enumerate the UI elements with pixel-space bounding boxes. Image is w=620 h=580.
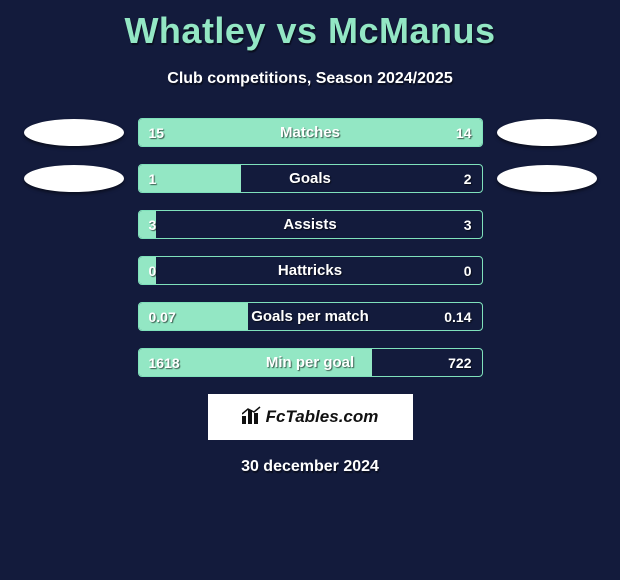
brand-box: FcTables.com (208, 394, 413, 440)
badge-spacer (497, 303, 597, 330)
stat-row: 00Hattricks (10, 256, 610, 285)
date-line: 30 december 2024 (0, 458, 620, 476)
player-right-badge (497, 119, 597, 146)
player-left-badge (24, 119, 124, 146)
badge-spacer (24, 257, 124, 284)
comparison-chart: 1514Matches 12Goals 33Assists 00Hattricks 0.… (0, 118, 620, 377)
badge-spacer (24, 349, 124, 376)
stat-row: 0.070.14Goals per match (10, 302, 610, 331)
stat-label: Goals (139, 165, 482, 192)
stat-label: Min per goal (139, 349, 482, 376)
chart-bars-icon (242, 406, 262, 429)
subtitle: Club competitions, Season 2024/2025 (0, 70, 620, 88)
stat-label: Assists (139, 211, 482, 238)
stat-bar: 0.070.14Goals per match (138, 302, 483, 331)
stat-row: 1514Matches (10, 118, 610, 147)
stat-label: Hattricks (139, 257, 482, 284)
stat-bar: 1618722Min per goal (138, 348, 483, 377)
badge-spacer (497, 211, 597, 238)
stat-bar: 00Hattricks (138, 256, 483, 285)
player-left-badge (24, 165, 124, 192)
badge-spacer (497, 257, 597, 284)
stat-row: 33Assists (10, 210, 610, 239)
badge-spacer (24, 303, 124, 330)
brand-text: FcTables.com (266, 407, 379, 427)
stat-bar: 33Assists (138, 210, 483, 239)
stat-bar: 12Goals (138, 164, 483, 193)
stat-row: 12Goals (10, 164, 610, 193)
stat-bar: 1514Matches (138, 118, 483, 147)
badge-spacer (24, 211, 124, 238)
badge-spacer (497, 349, 597, 376)
player-right-badge (497, 165, 597, 192)
stat-label: Matches (139, 119, 482, 146)
stat-label: Goals per match (139, 303, 482, 330)
stat-row: 1618722Min per goal (10, 348, 610, 377)
page-title: Whatley vs McManus (0, 0, 620, 52)
